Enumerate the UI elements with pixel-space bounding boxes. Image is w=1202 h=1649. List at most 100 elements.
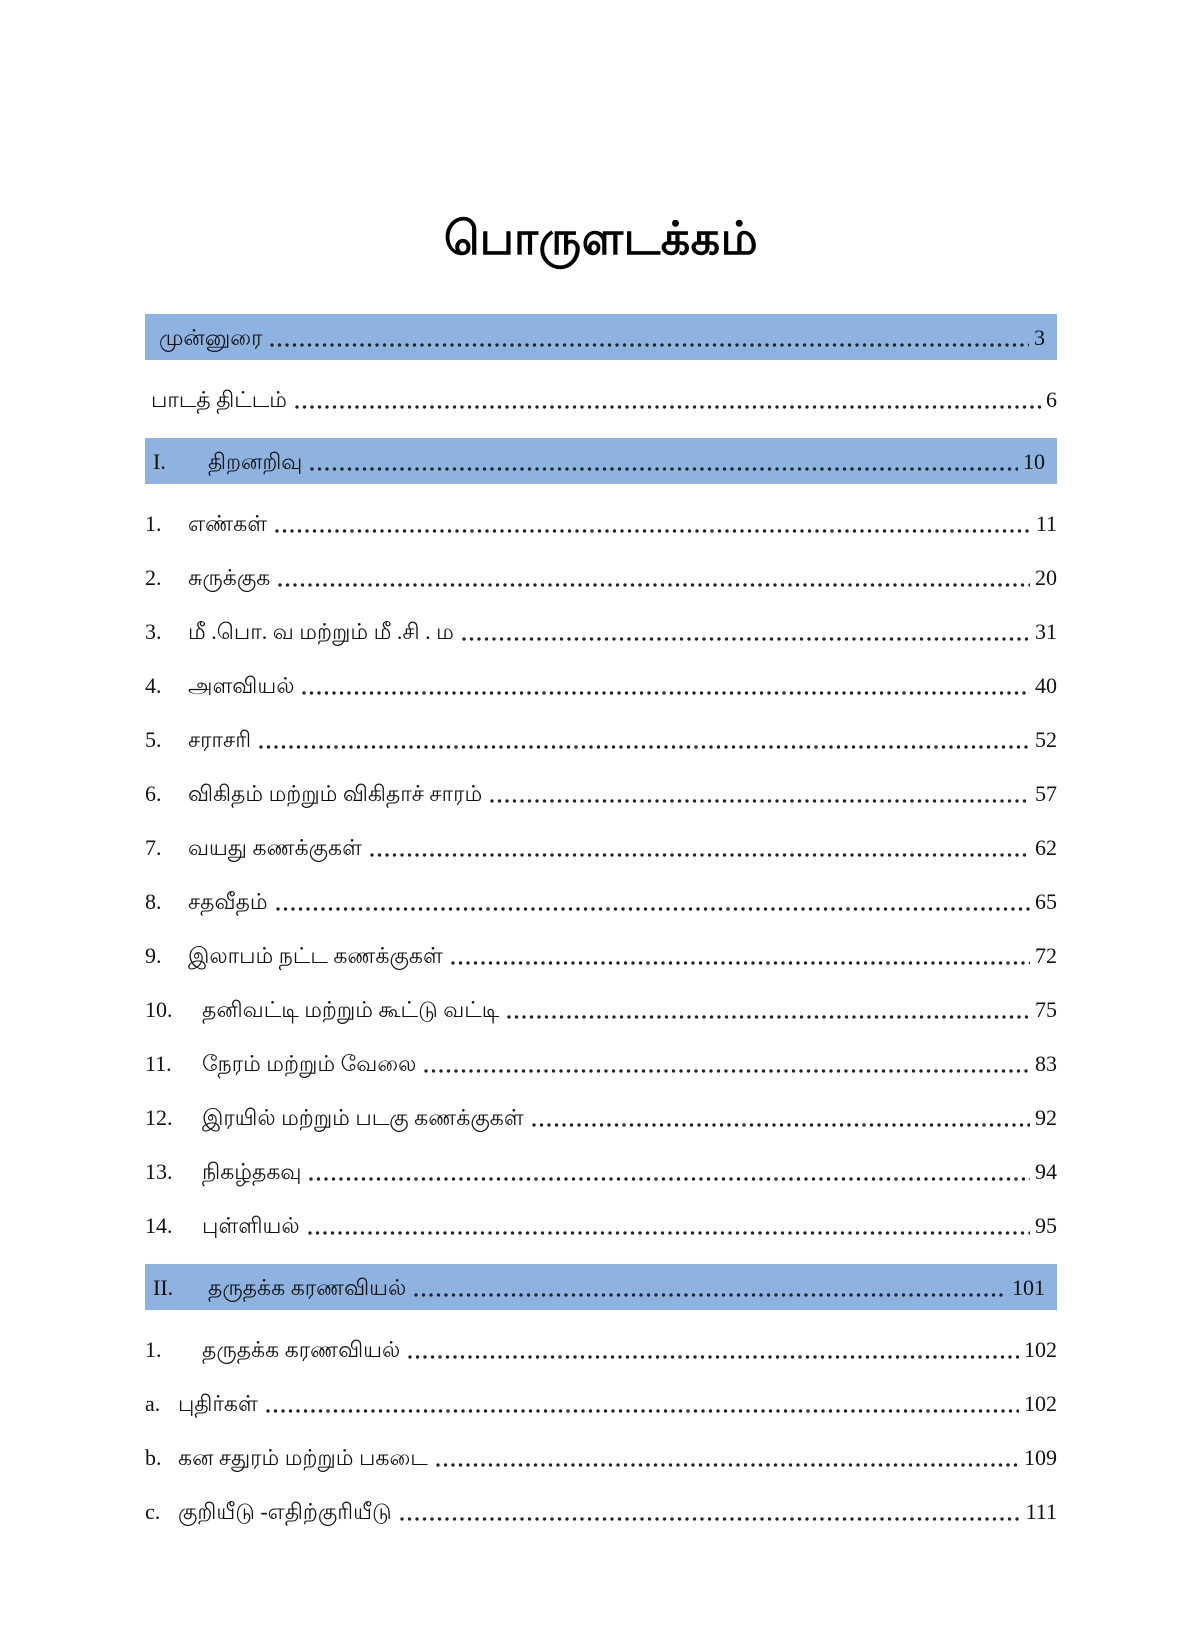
toc-entry-page: 109 (1024, 1445, 1057, 1470)
toc-entry[interactable]: b. கன சதுரம் மற்றும் பகடை 109 (145, 1442, 1057, 1472)
dotted-leader (414, 1293, 1007, 1297)
toc-entry-number: 4. (145, 673, 162, 698)
toc-entry-title: நேரம் மற்றும் வேலை (202, 1051, 417, 1076)
toc-entry-title: புதிர்கள் (178, 1391, 258, 1416)
toc-entry-page: 6 (1046, 387, 1057, 412)
toc-entry[interactable]: 14. புள்ளியல் 95 (145, 1210, 1057, 1240)
toc-entry-number: I. (153, 449, 166, 474)
toc-entry-title: மீ .பொ. வ மற்றும் மீ .சி . ம (188, 619, 454, 644)
toc-entry-page: 102 (1024, 1391, 1057, 1416)
toc-entry-number: 9. (145, 943, 162, 968)
dotted-leader (369, 853, 1030, 857)
toc-entry[interactable]: 5. சராசரி 52 (145, 724, 1057, 754)
toc-entry-number: 13. (145, 1159, 173, 1184)
toc-entry[interactable]: II. தருதக்க கரணவியல் 101 (145, 1264, 1057, 1310)
toc-entry-page: 102 (1024, 1337, 1057, 1362)
page-title: பொருளடக்கம் (443, 213, 759, 264)
toc-entry-title: சுருக்குக (188, 565, 271, 590)
dotted-leader (399, 1517, 1021, 1521)
dotted-leader (531, 1123, 1030, 1127)
toc-entry-page: 10 (1023, 449, 1045, 474)
toc-entry-page: 83 (1035, 1051, 1057, 1076)
toc-entry[interactable]: 2. சுருக்குக 20 (145, 562, 1057, 592)
toc-entry-page: 57 (1035, 781, 1057, 806)
dotted-leader (490, 799, 1030, 803)
toc-entry-number: 6. (145, 781, 162, 806)
dotted-leader (278, 583, 1030, 587)
dotted-leader (309, 1177, 1030, 1181)
toc-entry-page: 75 (1035, 997, 1057, 1022)
toc-entry-title: திறனறிவு (208, 449, 303, 474)
toc-entry[interactable]: 4. அளவியல் 40 (145, 670, 1057, 700)
dotted-leader (310, 467, 1018, 471)
toc-entry[interactable]: 12. இரயில் மற்றும் படகு கணக்குகள் 92 (145, 1102, 1057, 1132)
dotted-leader (275, 529, 1031, 533)
toc-entry[interactable]: 11. நேரம் மற்றும் வேலை 83 (145, 1048, 1057, 1078)
toc-entry-page: 95 (1035, 1213, 1057, 1238)
toc-entry-title: சராசரி (188, 727, 252, 752)
dotted-leader (294, 405, 1041, 409)
toc-entry[interactable]: 10. தனிவட்டி மற்றும் கூட்டு வட்டி 75 (145, 994, 1057, 1024)
toc-entry-number: c. (145, 1499, 161, 1524)
toc-entry-number: 1. (145, 1337, 162, 1362)
toc-entry-title: விகிதம் மற்றும் விகிதாச் சாரம் (188, 781, 483, 806)
toc-entry-title: பாடத் திட்டம் (151, 387, 287, 412)
toc-entry-number: 11. (145, 1051, 172, 1076)
toc-entry[interactable]: 7. வயது கணக்குகள் 62 (145, 832, 1057, 862)
toc-entry-number: 1. (145, 511, 162, 536)
toc-entry-number: 14. (145, 1213, 173, 1238)
dotted-leader (275, 907, 1030, 911)
toc-entry-title: நிகழ்தகவு (202, 1159, 302, 1184)
toc-entry[interactable]: 6. விகிதம் மற்றும் விகிதாச் சாரம் 57 (145, 778, 1057, 808)
toc-entry-title: முன்னுரை (159, 325, 263, 350)
toc-entry-number: b. (145, 1445, 162, 1470)
table-of-contents: முன்னுரை 3 பாடத் திட்டம் 6 I. திறனறிவு 10 1. எண்… (145, 314, 1057, 1526)
toc-entry[interactable]: 3. மீ .பொ. வ மற்றும் மீ .சி . ம 31 (145, 616, 1057, 646)
toc-entry-page: 31 (1035, 619, 1057, 644)
dotted-leader (270, 343, 1029, 347)
dotted-leader (435, 1463, 1019, 1467)
toc-entry-title: வயது கணக்குகள் (188, 835, 362, 860)
toc-entry-page: 62 (1035, 835, 1057, 860)
toc-entry[interactable]: I. திறனறிவு 10 (145, 438, 1057, 484)
toc-entry-page: 3 (1034, 325, 1045, 350)
toc-entry-page: 40 (1035, 673, 1057, 698)
dotted-leader (265, 1409, 1019, 1413)
toc-entry-page: 11 (1035, 511, 1057, 536)
dotted-leader (461, 637, 1030, 641)
toc-entry[interactable]: 9. இலாபம் நட்ட கணக்குகள் 72 (145, 940, 1057, 970)
toc-entry-number: 12. (145, 1105, 173, 1130)
toc-entry-number: 5. (145, 727, 162, 752)
dotted-leader (302, 691, 1030, 695)
dotted-leader (408, 1355, 1019, 1359)
toc-entry[interactable]: 13. நிகழ்தகவு 94 (145, 1156, 1057, 1186)
toc-entry-page: 72 (1035, 943, 1057, 968)
toc-entry-title: எண்கள் (188, 511, 268, 536)
dotted-leader (450, 961, 1030, 965)
toc-entry[interactable]: c. குறியீடு -எதிற்குரியீடு 111 (145, 1496, 1057, 1526)
toc-entry-page: 92 (1035, 1105, 1057, 1130)
toc-entry[interactable]: பாடத் திட்டம் 6 (145, 384, 1057, 414)
toc-entry-title: தனிவட்டி மற்றும் கூட்டு வட்டி (202, 997, 500, 1022)
toc-entry-page: 94 (1035, 1159, 1057, 1184)
toc-entry[interactable]: a. புதிர்கள் 102 (145, 1388, 1057, 1418)
dotted-leader (307, 1231, 1030, 1235)
dotted-leader (259, 745, 1030, 749)
toc-entry[interactable]: 1. தருதக்க கரணவியல் 102 (145, 1334, 1057, 1364)
toc-entry-title: தருதக்க கரணவியல் (208, 1275, 407, 1300)
toc-entry-page: 20 (1035, 565, 1057, 590)
toc-entry-title: இலாபம் நட்ட கணக்குகள் (188, 943, 443, 968)
toc-entry[interactable]: முன்னுரை 3 (145, 314, 1057, 360)
toc-entry-title: புள்ளியல் (202, 1213, 300, 1238)
toc-entry[interactable]: 8. சதவீதம் 65 (145, 886, 1057, 916)
toc-entry-title: இரயில் மற்றும் படகு கணக்குகள் (202, 1105, 524, 1130)
toc-entry-title: சதவீதம் (188, 889, 268, 914)
toc-entry-title: குறியீடு -எதிற்குரியீடு (178, 1499, 392, 1524)
toc-entry-number: 3. (145, 619, 162, 644)
toc-entry[interactable]: 1. எண்கள் 11 (145, 508, 1057, 538)
toc-entry-title: அளவியல் (188, 673, 295, 698)
toc-entry-page: 65 (1035, 889, 1057, 914)
toc-entry-page: 101 (1012, 1275, 1045, 1300)
toc-entry-number: II. (153, 1275, 174, 1300)
